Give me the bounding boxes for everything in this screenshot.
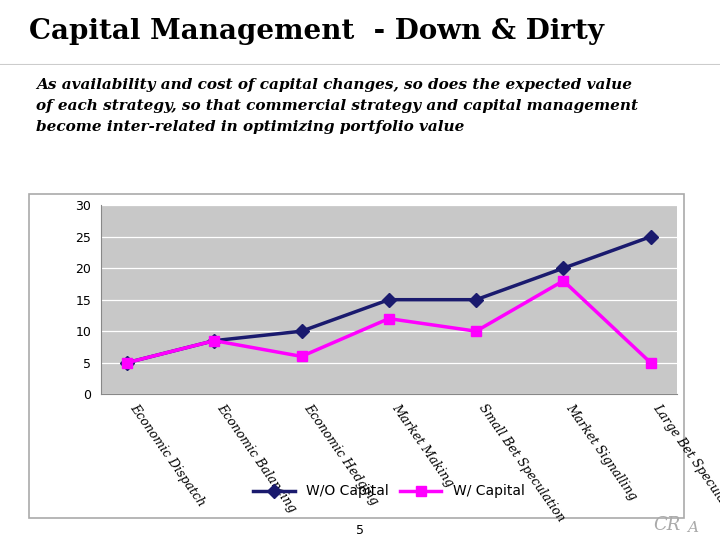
Line: W/ Capital: W/ Capital: [122, 276, 655, 368]
W/O Capital: [297, 328, 306, 334]
W/ Capital: [384, 315, 393, 322]
W/O Capital: [472, 296, 480, 303]
Text: As availability and cost of capital changes, so does the expected value
of each : As availability and cost of capital chan…: [36, 78, 638, 133]
Text: CR: CR: [653, 516, 680, 534]
W/O Capital: [122, 360, 131, 366]
W/ Capital: [210, 338, 219, 344]
Line: W/O Capital: W/O Capital: [122, 232, 655, 368]
W/ Capital: [122, 360, 131, 366]
Text: Capital Management  - Down & Dirty: Capital Management - Down & Dirty: [29, 18, 604, 45]
W/O Capital: [210, 338, 219, 344]
W/ Capital: [297, 353, 306, 360]
W/ Capital: [472, 328, 480, 334]
W/O Capital: [647, 233, 655, 240]
Text: A: A: [688, 521, 698, 535]
W/ Capital: [559, 278, 567, 284]
Text: 5: 5: [356, 524, 364, 537]
Legend: W/O Capital, W/ Capital: W/O Capital, W/ Capital: [248, 479, 530, 504]
W/O Capital: [384, 296, 393, 303]
W/ Capital: [647, 360, 655, 366]
W/O Capital: [559, 265, 567, 272]
